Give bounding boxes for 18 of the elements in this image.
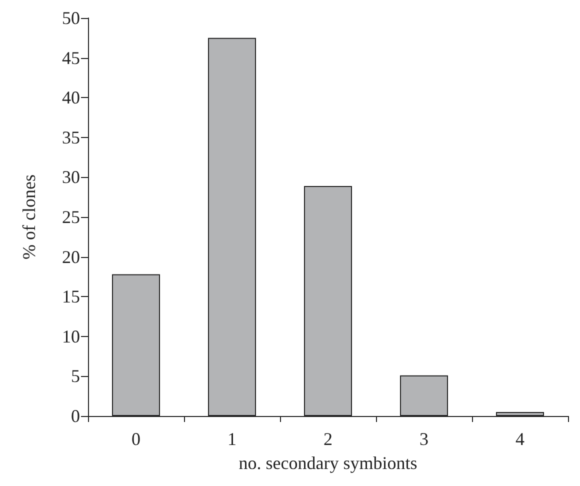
y-tick-label: 20: [62, 246, 80, 267]
y-tick-label: 35: [62, 127, 80, 148]
x-tick-label: 4: [516, 429, 524, 449]
y-tick-label: 25: [62, 207, 80, 227]
y-tick-label: 10: [62, 326, 80, 346]
x-tick-label: 0: [132, 429, 140, 449]
y-tick-label: 5: [71, 366, 80, 386]
x-tick-label: 1: [228, 429, 236, 449]
y-tick-label: 50: [62, 8, 80, 28]
x-tick-label: 3: [420, 429, 428, 449]
x-axis-title: no. secondary symbionts: [238, 453, 418, 473]
x-tick-label: 2: [324, 429, 332, 449]
y-tick-label: 40: [62, 88, 80, 108]
y-tick-label: 45: [62, 48, 80, 68]
y-tick-label: 30: [62, 167, 80, 188]
y-tick-label: 0: [71, 406, 80, 426]
y-tick-label: 15: [62, 286, 80, 307]
y-axis-title: % of clones: [19, 174, 39, 260]
